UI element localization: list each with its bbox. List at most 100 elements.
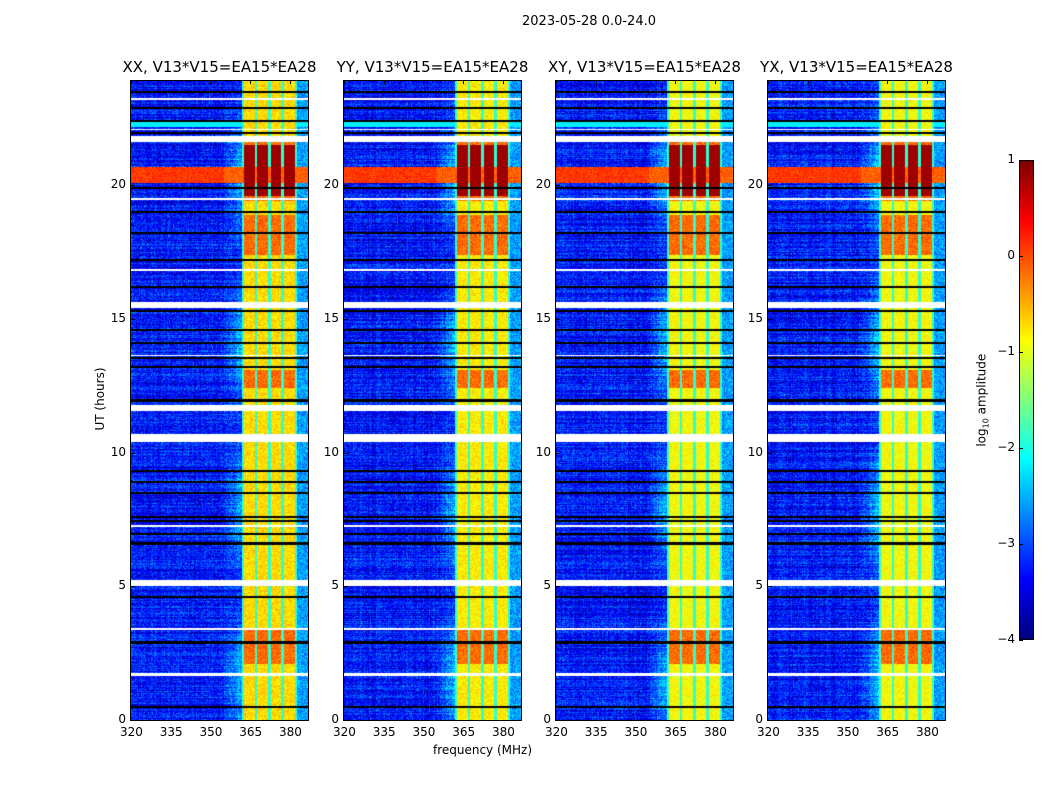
x-tick-label: 365	[664, 725, 688, 739]
colorbar-tick-label: 0	[1007, 248, 1015, 262]
y-tick-label: 0	[118, 712, 126, 726]
colorbar-tick-label: −4	[997, 632, 1015, 646]
spectrogram-panel: YY, V13*V15=EA15*EA28 0 5 10 15 20 320 335 350 36…	[324, 58, 529, 739]
x-tick-mark	[595, 80, 597, 84]
y-tick-label: 15	[323, 310, 339, 325]
y-tick-mark	[556, 452, 560, 454]
x-tick-label: 350	[836, 725, 860, 739]
y-tick-mark	[556, 318, 560, 320]
y-tick-mark	[344, 452, 348, 454]
heatmap-image	[556, 81, 733, 720]
y-tick-label: 15	[747, 310, 763, 325]
y-tick-label: 10	[110, 444, 126, 459]
heatmap-image	[768, 81, 945, 720]
x-tick-label: 335	[796, 725, 820, 739]
heatmap-image	[344, 81, 521, 720]
y-tick-mark	[131, 185, 135, 187]
x-tick-label: 350	[624, 725, 648, 739]
y-tick-mark	[768, 452, 772, 454]
y-tick-label: 0	[331, 712, 339, 726]
x-axis-label: frequency (MHz)	[432, 743, 533, 757]
colorbar-tick-mark	[1019, 256, 1023, 257]
x-tick-label: 365	[239, 725, 263, 739]
panel-title: YX, V13*V15=EA15*EA28	[760, 58, 953, 76]
y-axis-label: UT (hours)	[93, 367, 107, 431]
x-tick-mark	[423, 80, 425, 84]
heatmap-image	[131, 81, 308, 720]
x-tick-label: 380	[278, 725, 302, 739]
y-tick-label: 10	[535, 444, 551, 459]
x-tick-label: 350	[199, 725, 223, 739]
y-tick-label: 20	[747, 177, 763, 192]
x-tick-mark	[768, 80, 769, 84]
x-tick-label: 320	[333, 725, 356, 739]
spectrogram-panel: XX, V13*V15=EA15*EA28 0 5 10 15 20 320 335 350 36…	[111, 58, 317, 739]
x-tick-label: 350	[412, 725, 436, 739]
y-tick-label: 10	[323, 444, 339, 459]
y-tick-mark	[131, 586, 135, 588]
y-tick-label: 20	[535, 177, 551, 192]
x-tick-label: 380	[491, 725, 515, 739]
x-tick-mark	[926, 80, 928, 84]
x-tick-mark	[556, 80, 557, 84]
y-tick-label: 15	[110, 310, 126, 325]
x-tick-label: 365	[876, 725, 900, 739]
colorbar-gradient	[1019, 160, 1034, 640]
y-tick-label: 20	[110, 177, 126, 192]
panel-title: XX, V13*V15=EA15*EA28	[122, 58, 317, 76]
colorbar-tick-mark	[1019, 160, 1023, 161]
x-tick-mark	[847, 80, 849, 84]
y-tick-label: 5	[755, 578, 763, 593]
spectrogram-panel: YX, V13*V15=EA15*EA28 0 5 10 15 20 320 335 350 36…	[748, 58, 953, 739]
y-tick-label: 10	[747, 444, 763, 459]
x-tick-mark	[502, 80, 504, 84]
colorbar-label-sub: 10	[981, 418, 991, 429]
panel-title: XY, V13*V15=EA15*EA28	[548, 58, 741, 76]
x-tick-mark	[131, 80, 132, 84]
x-tick-label: 320	[545, 725, 568, 739]
x-tick-label: 380	[703, 725, 727, 739]
colorbar: 1 0 −1 −2 −3 −4	[997, 152, 1034, 646]
x-tick-mark	[383, 80, 385, 84]
x-tick-label: 335	[584, 725, 608, 739]
y-tick-mark	[768, 185, 772, 187]
y-tick-mark	[768, 720, 772, 721]
colorbar-tick-label: −2	[997, 440, 1015, 454]
x-tick-label: 320	[757, 725, 780, 739]
x-tick-mark	[807, 80, 809, 84]
x-tick-label: 335	[159, 725, 183, 739]
y-tick-label: 5	[543, 578, 551, 593]
y-tick-mark	[556, 586, 560, 588]
y-tick-mark	[131, 318, 135, 320]
y-tick-label: 5	[118, 578, 126, 593]
colorbar-tick-mark	[1019, 448, 1023, 449]
x-tick-label: 320	[120, 725, 143, 739]
y-tick-label: 0	[543, 712, 551, 726]
colorbar-label-main: log	[974, 428, 989, 447]
x-tick-label: 335	[372, 725, 396, 739]
x-tick-mark	[463, 80, 465, 84]
panel-title: YY, V13*V15=EA15*EA28	[336, 58, 529, 76]
y-tick-mark	[344, 720, 348, 721]
x-tick-mark	[714, 80, 716, 84]
x-tick-label: 380	[915, 725, 939, 739]
y-tick-mark	[131, 452, 135, 454]
colorbar-tick-mark	[1019, 544, 1023, 545]
y-tick-mark	[768, 586, 772, 588]
x-tick-mark	[887, 80, 889, 84]
y-tick-label: 15	[535, 310, 551, 325]
spectrogram-panel: XY, V13*V15=EA15*EA28 0 5 10 15 20 320 335 350 36…	[536, 58, 741, 739]
x-tick-mark	[289, 80, 291, 84]
colorbar-tick-label: −1	[997, 344, 1015, 358]
y-tick-label: 5	[331, 578, 339, 593]
x-tick-mark	[344, 80, 345, 84]
x-tick-mark	[675, 80, 677, 84]
y-tick-mark	[556, 720, 560, 721]
colorbar-tick-mark	[1019, 352, 1023, 353]
y-tick-mark	[131, 720, 135, 721]
colorbar-label-rest: amplitude	[974, 353, 989, 419]
y-tick-label: 20	[323, 177, 339, 192]
colorbar-tick-mark	[1019, 640, 1023, 641]
x-tick-mark	[210, 80, 212, 84]
